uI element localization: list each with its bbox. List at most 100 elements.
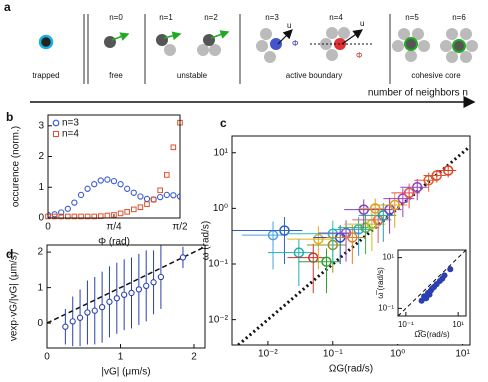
y-tick-label: 10⁻² bbox=[208, 314, 228, 325]
point bbox=[293, 247, 305, 258]
particle bbox=[164, 44, 176, 56]
point bbox=[69, 318, 76, 325]
point bbox=[144, 201, 150, 207]
arrow bbox=[210, 30, 230, 39]
x-axis-label: ΩG(rad/s) bbox=[329, 364, 373, 375]
y-tick-label: 1 bbox=[38, 182, 44, 193]
particle bbox=[197, 44, 209, 56]
point bbox=[418, 297, 425, 304]
point bbox=[179, 254, 187, 261]
reference-line bbox=[47, 246, 205, 324]
point bbox=[353, 224, 364, 235]
group-label: cohesive core bbox=[411, 71, 461, 80]
point bbox=[442, 165, 454, 176]
symbol: u bbox=[360, 19, 364, 28]
particle bbox=[256, 40, 268, 52]
x-axis-label: |vG| (μm/s) bbox=[101, 367, 150, 378]
point bbox=[91, 307, 98, 314]
particle bbox=[326, 49, 338, 61]
point bbox=[170, 192, 177, 199]
reference-line bbox=[237, 145, 470, 345]
x-axis-label: Φ (rad) bbox=[98, 237, 130, 248]
point bbox=[64, 205, 71, 212]
axis-label: number of neighbors n bbox=[368, 88, 468, 99]
point bbox=[150, 196, 157, 203]
x-tick-label: 2 bbox=[191, 352, 197, 363]
point bbox=[84, 213, 91, 220]
y-tick-label: 1 bbox=[37, 282, 43, 293]
arrow bbox=[163, 31, 182, 41]
axes-frame bbox=[397, 249, 467, 317]
point bbox=[137, 204, 144, 211]
point bbox=[111, 212, 117, 218]
chart: c 10⁻² 10⁻¹ 10⁰ 10¹ 10⁻² 10⁻¹ 10⁰ 10¹ ΩG(rad/s) ω … bbox=[201, 116, 471, 374]
point bbox=[130, 189, 137, 196]
inset-background bbox=[374, 243, 469, 344]
group-label: unstable bbox=[177, 71, 208, 80]
neighbor-label: n=4 bbox=[329, 13, 343, 22]
point bbox=[84, 309, 91, 316]
particle bbox=[338, 27, 350, 39]
x-tick-label: 0 bbox=[45, 222, 51, 233]
point bbox=[135, 286, 143, 293]
x-tick-label: 0 bbox=[44, 352, 50, 363]
point bbox=[279, 225, 290, 236]
point bbox=[65, 213, 71, 220]
y-tick-label: 2 bbox=[38, 151, 44, 162]
group-label: active boundary bbox=[286, 71, 342, 80]
point bbox=[143, 195, 151, 203]
point bbox=[124, 209, 130, 215]
point bbox=[117, 181, 124, 188]
point bbox=[104, 212, 111, 219]
point bbox=[97, 177, 104, 184]
chart: b 0 π/4 π/2 0 1 2 3 Φ (rad) occurence (norm.) n=3n… bbox=[6, 110, 188, 247]
particle bbox=[203, 34, 215, 46]
particle bbox=[326, 27, 338, 39]
point bbox=[117, 210, 124, 217]
y-tick-label: 10⁻¹ bbox=[208, 259, 228, 270]
point bbox=[76, 314, 84, 321]
point bbox=[431, 170, 443, 181]
arrow bbox=[341, 29, 363, 45]
group-label: trapped bbox=[32, 71, 59, 80]
point bbox=[397, 193, 409, 204]
group-label: free bbox=[109, 71, 123, 80]
point bbox=[321, 256, 332, 267]
chart: d 0 1 2 0 1 2 |vG| (μm/s) vexp·vG/|vG| (μm/s) bbox=[6, 244, 206, 378]
particle bbox=[270, 38, 282, 50]
legend-marker bbox=[52, 119, 60, 127]
y-axis-label: ω̅ (rad/s) bbox=[376, 267, 385, 299]
point bbox=[110, 177, 118, 185]
point bbox=[98, 304, 106, 311]
particle bbox=[264, 51, 276, 63]
panel-label: b bbox=[6, 110, 13, 124]
neighbor-label: n=0 bbox=[109, 13, 123, 22]
y-axis-label: vexp·vG/|vG| (μm/s) bbox=[9, 252, 20, 341]
point bbox=[130, 206, 137, 213]
y-tick-label: 10⁻¹ bbox=[378, 303, 394, 312]
x-tick-label: 10⁻¹ bbox=[323, 349, 343, 360]
x-tick-label: 1 bbox=[118, 352, 124, 363]
particle bbox=[209, 44, 221, 56]
y-tick-label: 2 bbox=[37, 247, 43, 258]
x-tick-label: 10⁻² bbox=[258, 349, 278, 360]
y-axis-label: occurence (norm.) bbox=[11, 126, 22, 207]
point bbox=[143, 282, 150, 289]
legend-label: n=4 bbox=[62, 129, 79, 140]
point bbox=[369, 203, 381, 214]
point bbox=[71, 213, 78, 220]
point bbox=[423, 295, 430, 302]
x-axis-label: Ω̅G(rad/s) bbox=[414, 330, 450, 339]
neighbor-label: n=6 bbox=[452, 13, 466, 22]
point bbox=[84, 185, 91, 192]
point bbox=[157, 193, 164, 201]
point bbox=[62, 323, 69, 330]
particle bbox=[260, 28, 272, 40]
panel-label: c bbox=[220, 116, 227, 130]
particle bbox=[38, 34, 54, 50]
point bbox=[157, 273, 165, 281]
legend-marker bbox=[53, 131, 59, 137]
point bbox=[347, 232, 358, 243]
